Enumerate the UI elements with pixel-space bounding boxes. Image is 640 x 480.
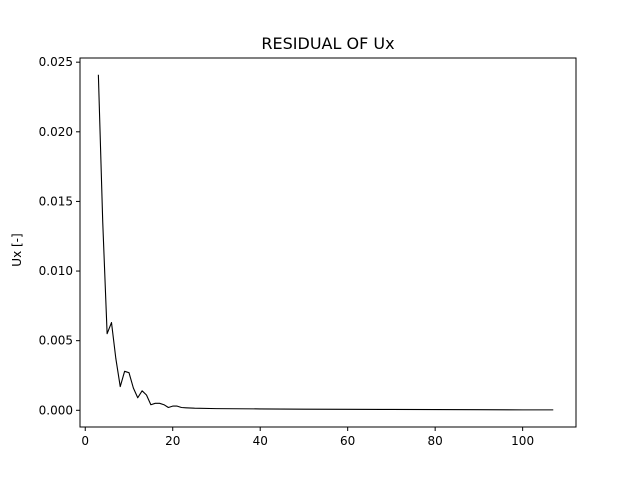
plot-area	[97, 74, 554, 411]
x-axis: 0 20 40 60 80 100	[81, 427, 534, 448]
series-line	[97, 74, 554, 411]
x-tick-label: 100	[511, 434, 534, 448]
y-axis-label: Ux [-]	[10, 233, 24, 266]
x-tick-label: 40	[253, 434, 268, 448]
y-tick-label: 0.005	[39, 334, 73, 348]
y-tick-label: 0.025	[39, 55, 73, 69]
y-tick-label: 0.010	[39, 264, 73, 278]
y-axis: 0.000 0.005 0.010 0.015 0.020 0.025	[39, 55, 80, 417]
y-tick-label: 0.020	[39, 125, 73, 139]
x-tick-label: 60	[340, 434, 355, 448]
x-tick-label: 80	[428, 434, 443, 448]
y-tick-label: 0.000	[39, 403, 73, 417]
x-tick-label: 20	[165, 434, 180, 448]
x-tick-label: 0	[81, 434, 89, 448]
y-tick-label: 0.015	[39, 194, 73, 208]
chart-title: RESIDUAL OF Ux	[261, 34, 394, 53]
plot-frame	[79, 57, 577, 428]
